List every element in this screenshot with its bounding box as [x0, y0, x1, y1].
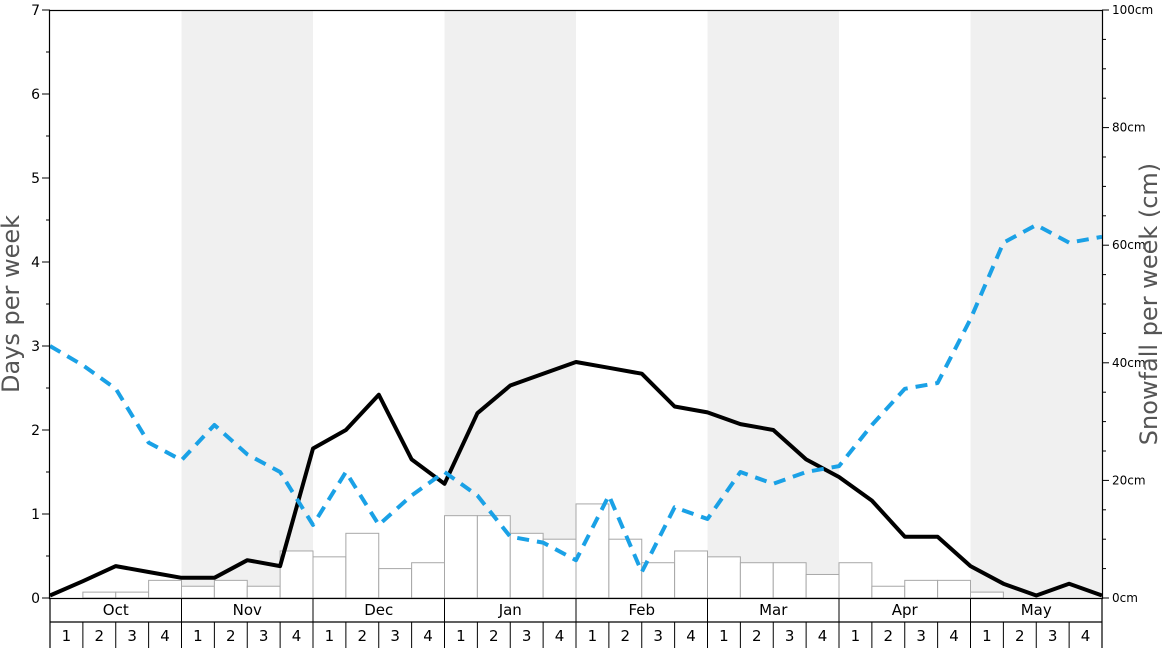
dashed-series-line	[48, 223, 1103, 574]
month-label: Feb	[628, 601, 655, 619]
week-label: 2	[1015, 627, 1025, 645]
snowfall-bar	[608, 538, 643, 599]
snowfall-bar	[805, 573, 840, 599]
snowfall-bar	[542, 538, 577, 599]
left-tick-label: 3	[31, 339, 40, 355]
week-label: 3	[916, 627, 926, 645]
right-tick-label: 40cm	[1112, 356, 1146, 370]
week-label: 3	[653, 627, 663, 645]
week-label: 3	[522, 627, 532, 645]
left-tick-label: 0	[31, 591, 40, 607]
left-tick-label: 4	[31, 255, 40, 271]
week-label: 2	[95, 627, 105, 645]
left-tick-label: 2	[31, 423, 40, 439]
month-band	[970, 10, 1102, 598]
snowfall-bar	[871, 585, 906, 599]
snowfall-bar	[411, 562, 445, 599]
week-label: 4	[292, 627, 302, 645]
snowfall-bar	[674, 550, 708, 599]
right-axis: 0cm 20cm 40cm 60cm 80cm 100cm	[1102, 3, 1153, 605]
snowfall-bar	[181, 585, 215, 599]
right-tick-label: 20cm	[1112, 473, 1146, 487]
snowfall-bar	[444, 515, 478, 599]
snowfall-bar	[82, 591, 117, 599]
right-tick-label: 100cm	[1112, 3, 1153, 17]
week-label: 1	[588, 627, 598, 645]
week-label: 4	[1081, 627, 1091, 645]
snowfall-bar	[115, 591, 150, 599]
week-label: 3	[785, 627, 795, 645]
month-label: Oct	[103, 601, 129, 619]
week-label: 1	[982, 627, 992, 645]
week-label: 4	[160, 627, 170, 645]
left-axis: 0 1 2 3 4 5 6 7	[31, 3, 50, 607]
snowfall-bar	[213, 579, 248, 599]
week-label: 2	[752, 627, 762, 645]
month-label: Nov	[233, 601, 262, 619]
series-lines	[48, 223, 1103, 598]
left-tick-label: 1	[31, 507, 40, 523]
snowfall-bar	[312, 556, 347, 599]
left-tick-label: 6	[31, 87, 40, 103]
week-label: 2	[358, 627, 368, 645]
left-axis-label: Days per week	[0, 215, 25, 393]
week-label: 3	[127, 627, 137, 645]
month-label: Apr	[892, 601, 919, 619]
week-label: 4	[818, 627, 828, 645]
snowfall-bar	[345, 532, 380, 599]
week-label: 2	[226, 627, 236, 645]
snowfall-bar	[937, 579, 971, 599]
snowfall-bar	[575, 503, 610, 599]
x-axis-table: Oct 1 2 3 4 Nov 1 2 3 4 Dec 1 2 3 4 Jan 1 2 3 4 Feb 1 2 3 4 Mar 1 2…	[49, 598, 1103, 648]
snowfall-bar	[279, 550, 314, 599]
week-label: 1	[851, 627, 861, 645]
snowfall-bar	[838, 562, 873, 599]
month-band	[444, 10, 576, 598]
solid-series-line	[49, 360, 1103, 598]
right-tick-label: 80cm	[1112, 121, 1146, 135]
month-band	[181, 10, 313, 598]
week-label: 1	[62, 627, 72, 645]
week-label: 1	[719, 627, 729, 645]
week-label: 1	[193, 627, 203, 645]
week-label: 2	[621, 627, 631, 645]
snowfall-bar	[641, 562, 676, 599]
left-tick-label: 5	[31, 171, 40, 187]
month-label: Dec	[364, 601, 393, 619]
week-label: 4	[423, 627, 433, 645]
snowfall-bar	[739, 562, 774, 599]
week-label: 1	[325, 627, 335, 645]
month-band	[707, 10, 839, 598]
week-label: 1	[456, 627, 466, 645]
snowfall-bar	[772, 562, 807, 599]
snowfall-bar	[148, 579, 182, 599]
week-label: 2	[489, 627, 499, 645]
snowfall-bar	[509, 532, 544, 599]
week-label: 4	[555, 627, 565, 645]
week-label: 4	[686, 627, 696, 645]
month-label: Mar	[759, 601, 788, 619]
week-label: 4	[949, 627, 959, 645]
month-bands	[181, 10, 1102, 598]
month-label: Jan	[498, 601, 522, 619]
week-label: 3	[1048, 627, 1058, 645]
right-axis-label: Snowfall per week (cm)	[1135, 163, 1163, 445]
snowfall-bar	[707, 556, 741, 599]
snowfall-bar	[970, 591, 1004, 599]
week-label: 2	[884, 627, 894, 645]
right-tick-label: 60cm	[1112, 238, 1146, 252]
snowfall-bar	[378, 568, 413, 599]
snowfall-bar	[246, 585, 281, 599]
right-tick-label: 0cm	[1112, 591, 1138, 605]
snowfall-bar	[904, 579, 939, 599]
week-label: 3	[259, 627, 269, 645]
week-label: 3	[390, 627, 400, 645]
month-label: May	[1021, 601, 1052, 619]
left-tick-label: 7	[31, 3, 40, 19]
